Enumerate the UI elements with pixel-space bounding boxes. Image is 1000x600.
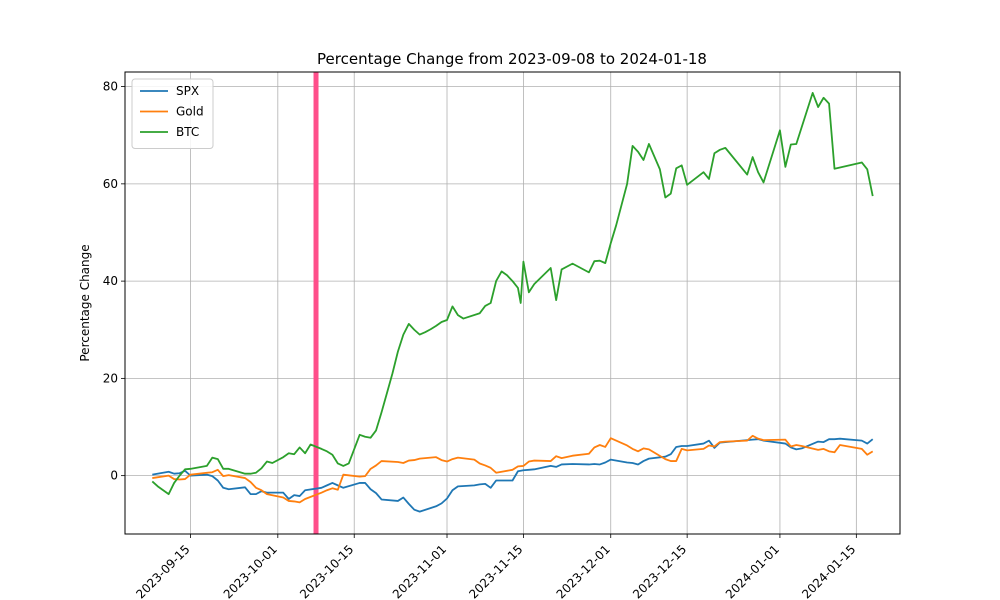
legend-label: BTC bbox=[176, 125, 199, 139]
y-tick-label: 80 bbox=[103, 80, 118, 94]
y-tick-label: 20 bbox=[103, 371, 118, 385]
y-axis-label: Percentage Change bbox=[78, 244, 92, 361]
legend: SPX Gold BTC bbox=[131, 78, 214, 149]
y-tick-label: 60 bbox=[103, 177, 118, 191]
series-layer bbox=[151, 92, 874, 513]
plot-frame bbox=[124, 71, 901, 535]
series-line-btc bbox=[151, 92, 874, 496]
y-tick-label: 0 bbox=[110, 469, 118, 483]
series-line-gold bbox=[152, 434, 874, 504]
chart-title: Percentage Change from 2023-09-08 to 202… bbox=[317, 50, 707, 68]
y-tick-label: 40 bbox=[103, 274, 118, 288]
legend-label: SPX bbox=[176, 84, 199, 98]
legend-label: Gold bbox=[176, 105, 204, 119]
